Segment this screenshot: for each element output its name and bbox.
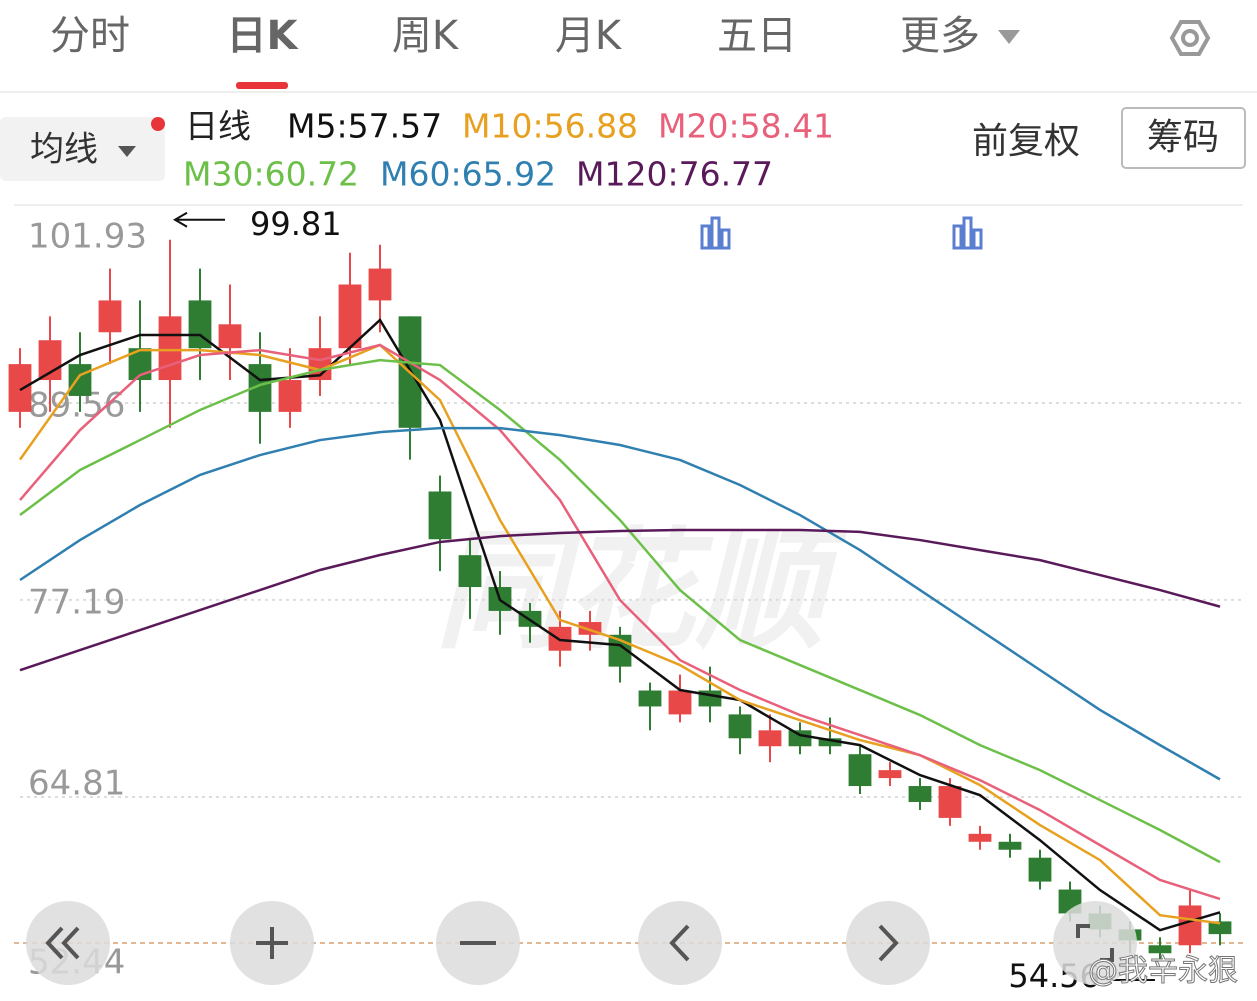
ma-line xyxy=(19,318,1221,932)
y-tick-label: 101.93 xyxy=(28,217,147,257)
event-icon-bar xyxy=(710,216,721,250)
candle-body xyxy=(428,491,452,540)
candle-body xyxy=(638,690,662,707)
legend-entry: M20:58.41 xyxy=(658,107,834,146)
candle-body xyxy=(1208,921,1232,935)
toolbar-icons xyxy=(45,924,1114,962)
candle-body xyxy=(278,380,302,412)
period-label: 日线 xyxy=(185,107,251,146)
legend-entry: M5:57.57 xyxy=(287,107,442,146)
next-icon xyxy=(878,924,899,962)
candle-body xyxy=(98,300,122,333)
tab[interactable]: 日K xyxy=(227,13,300,59)
candle-body xyxy=(728,714,752,739)
candle-body xyxy=(1028,857,1052,882)
legend-entry: M120:76.77 xyxy=(576,155,773,194)
candle-body xyxy=(1178,905,1202,946)
tab[interactable]: 五日 xyxy=(717,13,797,59)
dropdown-arrow xyxy=(118,146,136,157)
annotation-arrowhead xyxy=(173,211,188,228)
tab[interactable]: 更多 xyxy=(900,13,980,59)
prev-icon xyxy=(669,924,690,962)
fullscreen-button[interactable] xyxy=(1053,901,1137,985)
candle-body xyxy=(38,340,62,381)
candle-body xyxy=(788,730,812,747)
gear-center xyxy=(1181,29,1199,47)
event-icon[interactable] xyxy=(700,216,731,250)
tab[interactable]: 分时 xyxy=(50,13,130,59)
candle-body xyxy=(848,754,872,787)
event-icon-bar xyxy=(952,224,963,250)
rewind-icon xyxy=(45,926,64,960)
y-tick-label: 64.81 xyxy=(28,764,125,804)
rewind-button[interactable] xyxy=(26,901,110,985)
candle-body xyxy=(188,300,212,349)
settings-icon[interactable] xyxy=(1169,20,1211,56)
candle-body xyxy=(878,770,902,779)
event-icon-bar xyxy=(700,224,711,250)
adjust-label[interactable]: 前复权 xyxy=(972,121,1080,162)
candle-body xyxy=(998,841,1022,850)
candle-body xyxy=(938,786,962,818)
candle-body xyxy=(668,690,692,715)
candle-body xyxy=(368,268,392,301)
candle-body xyxy=(1148,945,1172,954)
candle-body xyxy=(818,738,842,747)
tab[interactable]: 周K xyxy=(392,13,460,59)
credit: @我辛永狠 xyxy=(1088,954,1238,989)
rewind-icon xyxy=(61,926,80,960)
candle-body xyxy=(158,316,182,381)
fullscreen-icon xyxy=(1076,924,1090,938)
more-arrow xyxy=(998,30,1020,44)
active-tab-underline xyxy=(236,82,288,89)
legend-entry: M10:56.88 xyxy=(462,107,638,146)
ma-line xyxy=(18,343,1221,925)
y-tick-label: 77.19 xyxy=(28,582,125,622)
event-icon-bar xyxy=(962,216,973,250)
candle-body xyxy=(218,324,242,349)
chips-button[interactable]: 筹码 xyxy=(1147,117,1219,158)
candle-body xyxy=(758,730,782,747)
ma-button[interactable]: 均线 xyxy=(30,130,98,170)
annotation-label: 99.81 xyxy=(250,205,342,243)
next-button[interactable] xyxy=(846,901,930,985)
ma-line xyxy=(19,426,1221,781)
tab[interactable]: 月K xyxy=(555,13,623,59)
prev-button[interactable] xyxy=(638,901,722,985)
fullscreen-icon xyxy=(1100,948,1114,962)
candle-body xyxy=(458,555,482,588)
ma-button-bg[interactable] xyxy=(0,117,165,181)
candle-body xyxy=(8,364,32,412)
ma-line xyxy=(19,358,1221,864)
candle-body xyxy=(908,786,932,802)
legend-entry: M30:60.72 xyxy=(183,155,359,194)
chips-button-box[interactable] xyxy=(1121,107,1246,169)
gear-outline xyxy=(1169,20,1211,56)
event-icon-bar xyxy=(972,228,983,250)
candle-body xyxy=(338,284,362,349)
event-icon[interactable] xyxy=(952,216,983,250)
candle-body xyxy=(968,833,992,842)
ma-line xyxy=(19,343,1221,901)
candle-body xyxy=(68,364,92,396)
period-dot xyxy=(151,117,165,131)
ma-line xyxy=(19,528,1221,672)
event-icon-bar xyxy=(720,228,731,250)
bottom-toolbar xyxy=(26,901,1137,985)
legend-entry: M60:65.92 xyxy=(380,155,556,194)
